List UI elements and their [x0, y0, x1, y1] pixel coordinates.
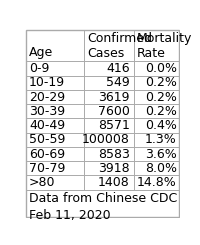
- Text: Age: Age: [29, 46, 53, 59]
- Text: 30-39: 30-39: [29, 105, 65, 118]
- Text: Data from Chinese CDC
Feb 11, 2020: Data from Chinese CDC Feb 11, 2020: [29, 192, 177, 221]
- Text: 0.2%: 0.2%: [145, 105, 177, 118]
- Text: 3.6%: 3.6%: [145, 148, 177, 161]
- Text: 20-29: 20-29: [29, 91, 65, 104]
- Text: 549: 549: [106, 76, 130, 89]
- Text: 1408: 1408: [98, 176, 130, 189]
- Text: 100008: 100008: [82, 133, 130, 146]
- Text: >80: >80: [29, 176, 55, 189]
- Text: 0.2%: 0.2%: [145, 76, 177, 89]
- Text: 0.4%: 0.4%: [145, 119, 177, 132]
- Text: 7600: 7600: [98, 105, 130, 118]
- Text: 8.0%: 8.0%: [145, 162, 177, 175]
- Text: 60-69: 60-69: [29, 148, 65, 161]
- Text: 3918: 3918: [98, 162, 130, 175]
- Text: 416: 416: [106, 62, 130, 75]
- Text: 8583: 8583: [98, 148, 130, 161]
- Text: Mortality
Rate: Mortality Rate: [137, 32, 192, 60]
- Text: Confirmed
Cases: Confirmed Cases: [87, 32, 152, 60]
- Text: 0-9: 0-9: [29, 62, 49, 75]
- Text: 0.2%: 0.2%: [145, 91, 177, 104]
- Text: 14.8%: 14.8%: [137, 176, 177, 189]
- Text: 10-19: 10-19: [29, 76, 65, 89]
- Text: 3619: 3619: [98, 91, 130, 104]
- Text: 50-59: 50-59: [29, 133, 65, 146]
- Text: 40-49: 40-49: [29, 119, 65, 132]
- Text: 8571: 8571: [98, 119, 130, 132]
- Text: 1.3%: 1.3%: [145, 133, 177, 146]
- Text: 70-79: 70-79: [29, 162, 65, 175]
- Text: 0.0%: 0.0%: [145, 62, 177, 75]
